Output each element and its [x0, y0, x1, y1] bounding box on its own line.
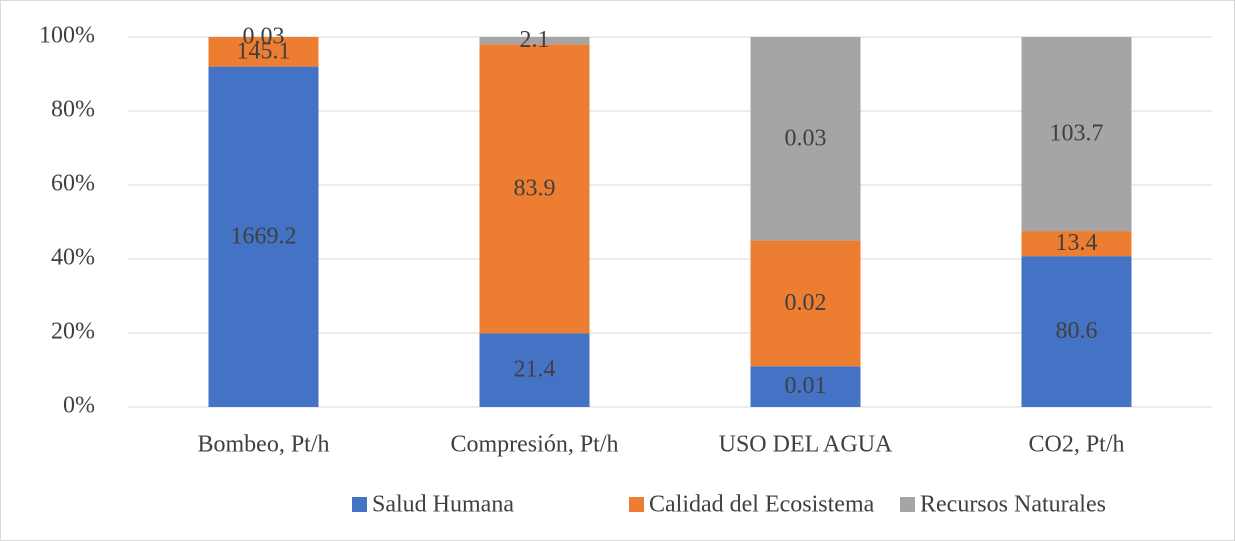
bar-segment [208, 37, 319, 67]
data-label: 103.7 [1050, 121, 1104, 147]
data-label: 13.4 [1056, 230, 1098, 256]
y-tick-label: 60% [51, 171, 95, 197]
bar-segment [750, 240, 861, 367]
x-tick-label: CO2, Pt/h [1028, 432, 1124, 458]
data-label: 0.02 [785, 290, 827, 316]
bar-segment [479, 44, 590, 334]
data-label: 83.9 [514, 175, 556, 201]
legend-label: Calidad del Ecosistema [649, 492, 875, 518]
bar-segment [1021, 231, 1132, 257]
bar-segment [750, 37, 861, 241]
y-tick-label: 100% [39, 23, 95, 49]
y-tick-label: 40% [51, 245, 95, 271]
bar-segment [479, 37, 590, 45]
y-tick-label: 80% [51, 97, 95, 123]
legend-swatch [629, 497, 644, 512]
legend-swatch [900, 497, 915, 512]
x-tick-label: Compresión, Pt/h [450, 432, 618, 458]
y-tick-label: 0% [63, 393, 95, 419]
bar-segment [750, 366, 861, 407]
bar-segment [479, 333, 590, 407]
data-label: 2.1 [520, 27, 550, 53]
data-label: 80.6 [1056, 318, 1098, 344]
data-label: 1669.2 [231, 223, 297, 249]
legend-label: Recursos Naturales [920, 492, 1106, 518]
bar-segment [1021, 256, 1132, 407]
x-tick-label: Bombeo, Pt/h [197, 432, 329, 458]
y-tick-label: 20% [51, 319, 95, 345]
legend-label: Salud Humana [372, 492, 514, 518]
bar-segment [208, 66, 319, 408]
x-tick-label: USO DEL AGUA [719, 432, 893, 458]
data-label: 0.01 [785, 373, 827, 399]
data-label: 21.4 [514, 357, 556, 383]
data-label: 145.1 [237, 38, 291, 64]
data-label: 0.03 [785, 125, 827, 151]
legend-swatch [352, 497, 367, 512]
bar-segment [1021, 37, 1132, 232]
data-label: 0.03 [243, 24, 285, 50]
